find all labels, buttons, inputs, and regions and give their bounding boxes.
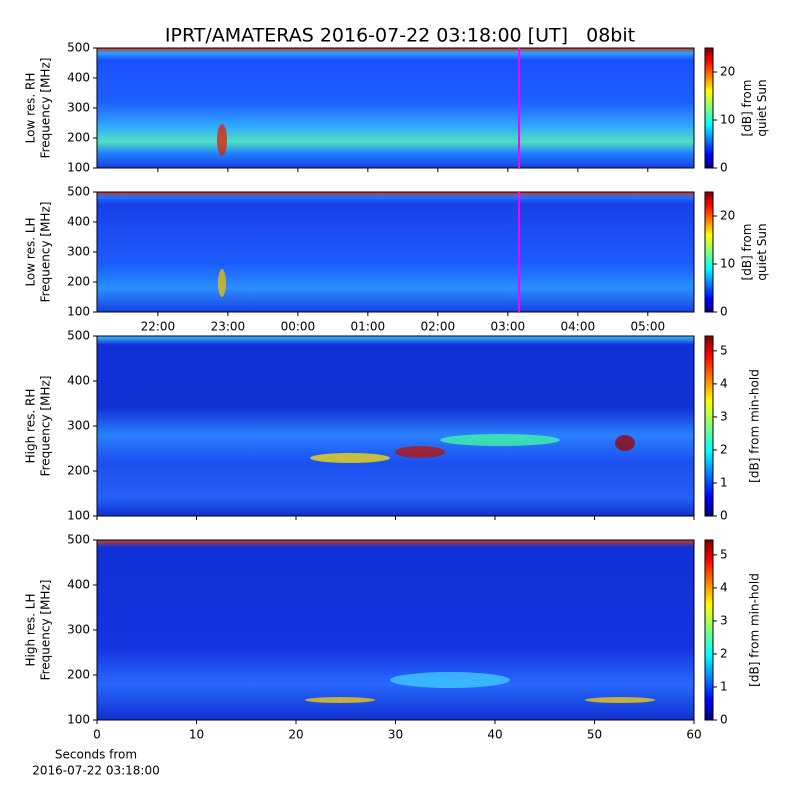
chart-title: IPRT/AMATERAS 2016-07-22 03:18:00 [UT] 0…	[165, 25, 635, 47]
y-tick-label: 100	[67, 161, 90, 175]
x-tick-label: 03:00	[491, 320, 526, 334]
spectrogram-features	[217, 124, 655, 703]
y-tick-label: 100	[67, 713, 90, 727]
y-tick-label: 300	[67, 245, 90, 259]
y-tick-label: 400	[67, 215, 90, 229]
y-tick-label: 200	[67, 464, 90, 478]
colorbar-tick-label: 10	[720, 113, 735, 127]
x-tick-label: 50	[587, 728, 602, 742]
colorbar-tick-label: 0	[720, 713, 728, 727]
colorbar-tick-label: 5	[720, 547, 728, 561]
colorbar-tick-label: 10	[720, 257, 735, 271]
colorbar	[704, 539, 714, 721]
x-tick-label: 60	[686, 728, 701, 742]
colorbar-tick-label: 3	[720, 613, 728, 627]
y-axis-label: Frequency [MHz]	[39, 202, 53, 303]
y-tick-label: 500	[67, 41, 90, 55]
colorbar-tick-label: 0	[720, 305, 728, 319]
y-tick-label: 500	[67, 185, 90, 199]
y-tick-label: 300	[67, 419, 90, 433]
colorbar-tick-label: 20	[720, 209, 735, 223]
x-tick-label: 04:00	[561, 320, 596, 334]
colorbar	[704, 47, 714, 169]
y-tick-label: 400	[67, 71, 90, 85]
y-tick-label: 100	[67, 509, 90, 523]
y-tick-label: 400	[67, 374, 90, 388]
colorbar-tick-label: 4	[720, 580, 728, 594]
y-axis-label: High res. LH	[24, 593, 38, 666]
x-tick-label: 30	[388, 728, 403, 742]
colorbar-tick-label: 1	[720, 679, 728, 693]
colorbar-label: [dB] from min-hold	[748, 369, 762, 483]
x-axis-label: Seconds from	[55, 748, 137, 762]
y-tick-label: 500	[67, 329, 90, 343]
x-tick-label: 40	[487, 728, 502, 742]
colorbar-tick-label: 20	[720, 65, 735, 79]
x-tick-label: 02:00	[421, 320, 456, 334]
x-tick-label: 20	[288, 728, 303, 742]
colorbar	[704, 335, 714, 517]
y-tick-label: 500	[67, 533, 90, 547]
x-tick-label: 05:00	[631, 320, 666, 334]
colorbar-label: [dB] from	[740, 80, 754, 137]
x-tick-label: 10	[189, 728, 204, 742]
colorbar-tick-label: 0	[720, 161, 728, 175]
y-tick-label: 200	[67, 275, 90, 289]
colorbar-label: quiet Sun	[755, 223, 769, 280]
colorbar-label: [dB] from	[740, 224, 754, 281]
spectrogram	[97, 336, 694, 516]
spectrogram	[97, 192, 694, 312]
colorbar-tick-label: 1	[720, 475, 728, 489]
colorbar-tick-label: 0	[720, 509, 728, 523]
y-tick-label: 200	[67, 668, 90, 682]
colorbar-tick-label: 2	[720, 442, 728, 456]
y-tick-label: 100	[67, 305, 90, 319]
colorbar-tick-label: 2	[720, 646, 728, 660]
y-axis-label: Frequency [MHz]	[39, 580, 53, 681]
y-tick-label: 300	[67, 623, 90, 637]
colorbar-label: quiet Sun	[755, 79, 769, 136]
colorbar-tick-label: 3	[720, 409, 728, 423]
spectrogram	[97, 540, 694, 720]
y-axis-label: Frequency [MHz]	[39, 58, 53, 159]
x-tick-label: 22:00	[141, 320, 176, 334]
x-tick-label: 01:00	[351, 320, 386, 334]
colorbar	[704, 191, 714, 313]
x-tick-label: 23:00	[211, 320, 246, 334]
y-tick-label: 200	[67, 131, 90, 145]
x-tick-label: 0	[93, 728, 101, 742]
colorbar-tick-label: 5	[720, 343, 728, 357]
y-axis-label: Low res. LH	[24, 217, 38, 286]
colorbar-label: [dB] from min-hold	[748, 573, 762, 687]
y-axis-label: High res. RH	[24, 389, 38, 464]
x-axis-label: 2016-07-22 03:18:00	[32, 764, 159, 778]
y-axis-label: Low res. RH	[24, 73, 38, 144]
colorbar-tick-label: 4	[720, 376, 728, 390]
y-tick-label: 400	[67, 578, 90, 592]
y-tick-label: 300	[67, 101, 90, 115]
x-tick-label: 00:00	[281, 320, 316, 334]
spectrogram	[97, 48, 694, 168]
y-axis-label: Frequency [MHz]	[39, 376, 53, 477]
